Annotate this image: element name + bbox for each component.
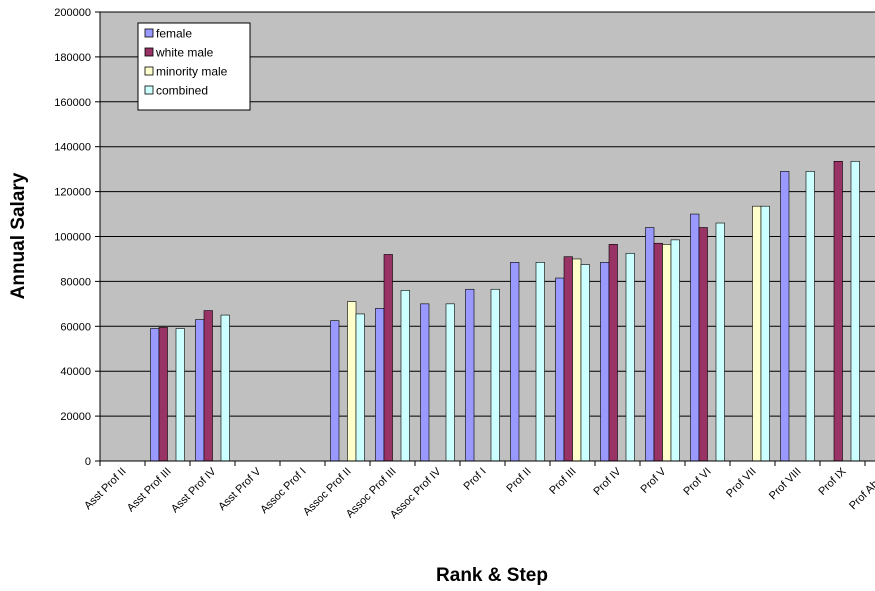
legend-swatch bbox=[144, 47, 154, 57]
bar-combined bbox=[805, 171, 815, 462]
bar-combined bbox=[850, 160, 860, 462]
bar-white-male bbox=[698, 227, 708, 462]
bar-female bbox=[420, 303, 430, 462]
y-axis-title: Annual Salary bbox=[8, 172, 29, 299]
x-tick-label: Prof III bbox=[547, 466, 578, 497]
x-tick-label: Prof VIII bbox=[767, 466, 804, 503]
bar-female bbox=[510, 262, 520, 462]
x-tick-label: Prof VII bbox=[724, 466, 758, 500]
y-tick-label: 40000 bbox=[60, 366, 91, 378]
bar-female bbox=[195, 319, 205, 462]
bar-minority-male bbox=[347, 301, 357, 462]
bar-combined bbox=[355, 313, 365, 462]
bar-combined bbox=[220, 314, 230, 462]
legend-label: female bbox=[156, 27, 192, 41]
bar-female bbox=[690, 213, 700, 462]
x-tick-label: Prof V bbox=[639, 465, 670, 496]
bar-female bbox=[330, 320, 340, 462]
x-tick-label: Prof II bbox=[504, 466, 533, 495]
bar-combined bbox=[760, 205, 770, 462]
bar-minority-male bbox=[752, 205, 762, 462]
bar-minority-male bbox=[662, 244, 672, 462]
bar-combined bbox=[625, 253, 635, 462]
bar-minority-male bbox=[572, 258, 582, 462]
bar-white-male bbox=[563, 256, 573, 462]
bar-combined bbox=[400, 290, 410, 462]
x-tick-label: Prof I bbox=[462, 466, 489, 493]
x-tick-label: Prof IX bbox=[816, 465, 849, 498]
y-tick-label: 180000 bbox=[54, 52, 91, 64]
x-axis-title: Rank & Step bbox=[436, 565, 548, 586]
x-tick-label: Asst Prof IV bbox=[169, 465, 219, 515]
legend-swatch bbox=[144, 66, 154, 76]
y-tick-label: 0 bbox=[85, 456, 91, 468]
legend-box bbox=[137, 22, 251, 111]
bar-white-male bbox=[833, 160, 843, 462]
legend-label: white male bbox=[155, 46, 214, 60]
bar-combined bbox=[535, 262, 545, 462]
bar-combined bbox=[580, 264, 590, 462]
legend-swatch bbox=[144, 85, 154, 95]
x-tick-label: Asst Prof III bbox=[125, 466, 174, 515]
y-tick-label: 100000 bbox=[54, 232, 91, 244]
bar-female bbox=[645, 227, 655, 462]
bar-white-male bbox=[653, 242, 663, 462]
bar-female bbox=[600, 262, 610, 462]
bar-combined bbox=[490, 288, 500, 462]
legend: female white male minority male combined bbox=[137, 22, 251, 111]
legend-label: minority male bbox=[156, 65, 228, 79]
y-tick-label: 20000 bbox=[60, 411, 91, 423]
y-tick-label: 160000 bbox=[54, 97, 91, 109]
bar-white-male bbox=[383, 254, 393, 462]
x-tick-label: Asst Prof II bbox=[82, 466, 129, 513]
y-tick-label: 200000 bbox=[54, 7, 91, 19]
bar-female bbox=[780, 171, 790, 462]
x-tick-label: Prof IV bbox=[591, 465, 624, 498]
y-tick-label: 120000 bbox=[54, 187, 91, 199]
y-tick-label: 60000 bbox=[60, 321, 91, 333]
bar-female bbox=[465, 288, 475, 462]
x-tick-label: Asst Prof V bbox=[216, 465, 264, 513]
bar-combined bbox=[175, 328, 185, 462]
legend-swatch bbox=[144, 28, 154, 38]
bar-white-male bbox=[608, 244, 618, 462]
bar-combined bbox=[445, 303, 455, 462]
x-tick-label: Prof Above bbox=[847, 466, 875, 513]
bar-combined bbox=[715, 222, 725, 462]
bar-female bbox=[375, 308, 385, 462]
y-tick-labels: 0 20000 40000 60000 80000 100000 120000 140000 1… bbox=[54, 7, 100, 468]
bar-female bbox=[150, 328, 160, 462]
y-tick-label: 140000 bbox=[54, 142, 91, 154]
legend-label: combined bbox=[156, 84, 208, 98]
bar-white-male bbox=[158, 327, 168, 462]
bar-combined bbox=[670, 239, 680, 462]
y-tick-label: 80000 bbox=[60, 276, 91, 288]
bar-female bbox=[555, 277, 565, 462]
bar-white-male bbox=[203, 310, 213, 462]
x-tick-label: Prof VI bbox=[681, 466, 713, 498]
